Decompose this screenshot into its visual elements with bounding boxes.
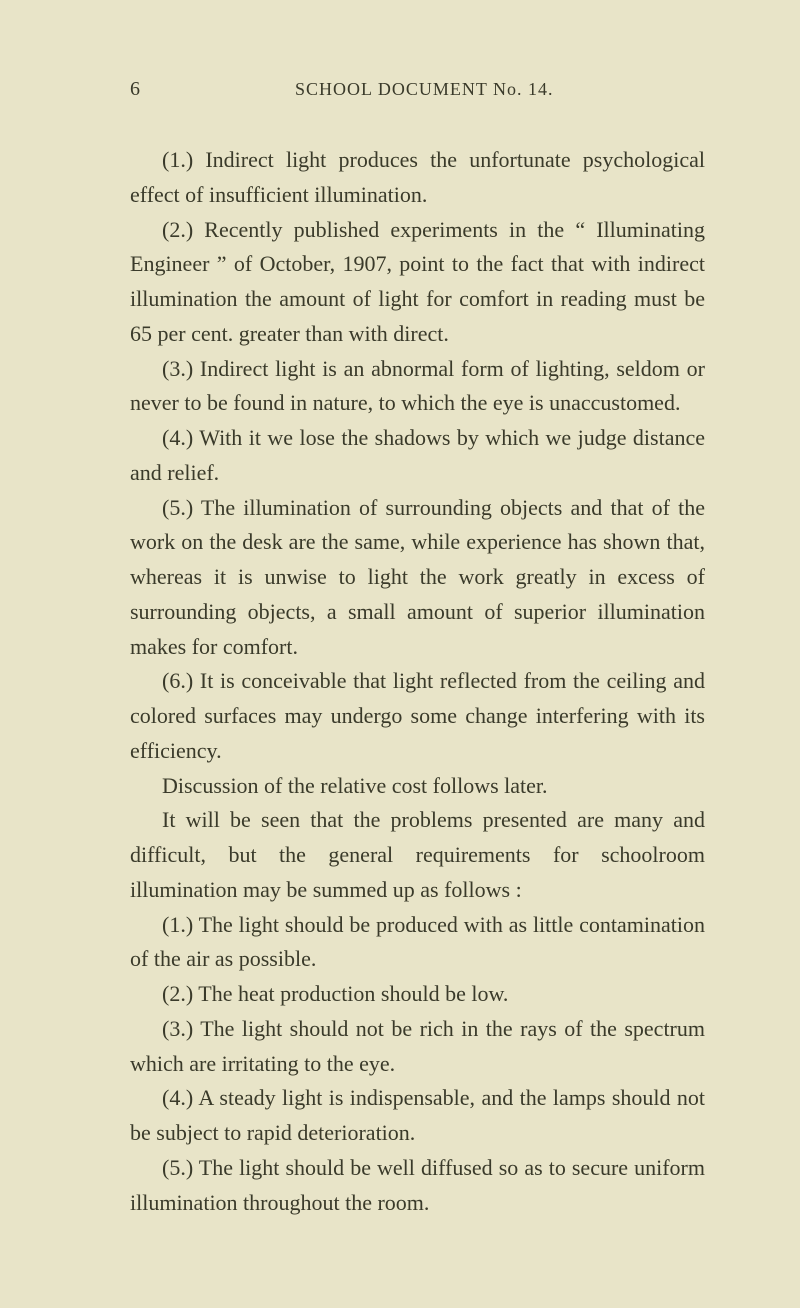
paragraph-7: Discussion of the relative cost follows … [130, 769, 705, 804]
paragraph-2: (2.) Recently published experiments in t… [130, 213, 705, 352]
page-header: 6 SCHOOL DOCUMENT No. 14. [130, 78, 705, 101]
page-number: 6 [130, 78, 140, 101]
paragraph-8: It will be seen that the problems presen… [130, 803, 705, 907]
paragraph-10: (2.) The heat production should be low. [130, 977, 705, 1012]
paragraph-6: (6.) It is conceivable that light reflec… [130, 664, 705, 768]
paragraph-12: (4.) A steady light is indispensable, an… [130, 1081, 705, 1151]
paragraph-5: (5.) The illumination of surrounding obj… [130, 491, 705, 665]
paragraph-9: (1.) The light should be produced with a… [130, 908, 705, 978]
paragraph-4: (4.) With it we lose the shadows by whic… [130, 421, 705, 491]
body-text: (1.) Indirect light produces the unfortu… [130, 143, 705, 1220]
paragraph-13: (5.) The light should be well diffused s… [130, 1151, 705, 1221]
document-page: 6 SCHOOL DOCUMENT No. 14. (1.) Indirect … [0, 0, 800, 1280]
paragraph-1: (1.) Indirect light produces the unfortu… [130, 143, 705, 213]
document-title: SCHOOL DOCUMENT No. 14. [295, 79, 554, 100]
paragraph-11: (3.) The light should not be rich in the… [130, 1012, 705, 1082]
paragraph-3: (3.) Indirect light is an abnormal form … [130, 352, 705, 422]
